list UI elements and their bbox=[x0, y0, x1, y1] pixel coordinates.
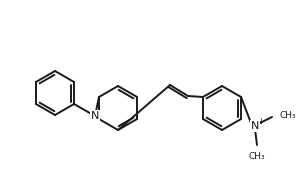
Text: CH₃: CH₃ bbox=[249, 152, 265, 161]
Text: N: N bbox=[251, 121, 259, 131]
Text: +: + bbox=[258, 116, 265, 126]
Text: CH₃: CH₃ bbox=[279, 112, 296, 120]
Text: N: N bbox=[91, 111, 99, 121]
